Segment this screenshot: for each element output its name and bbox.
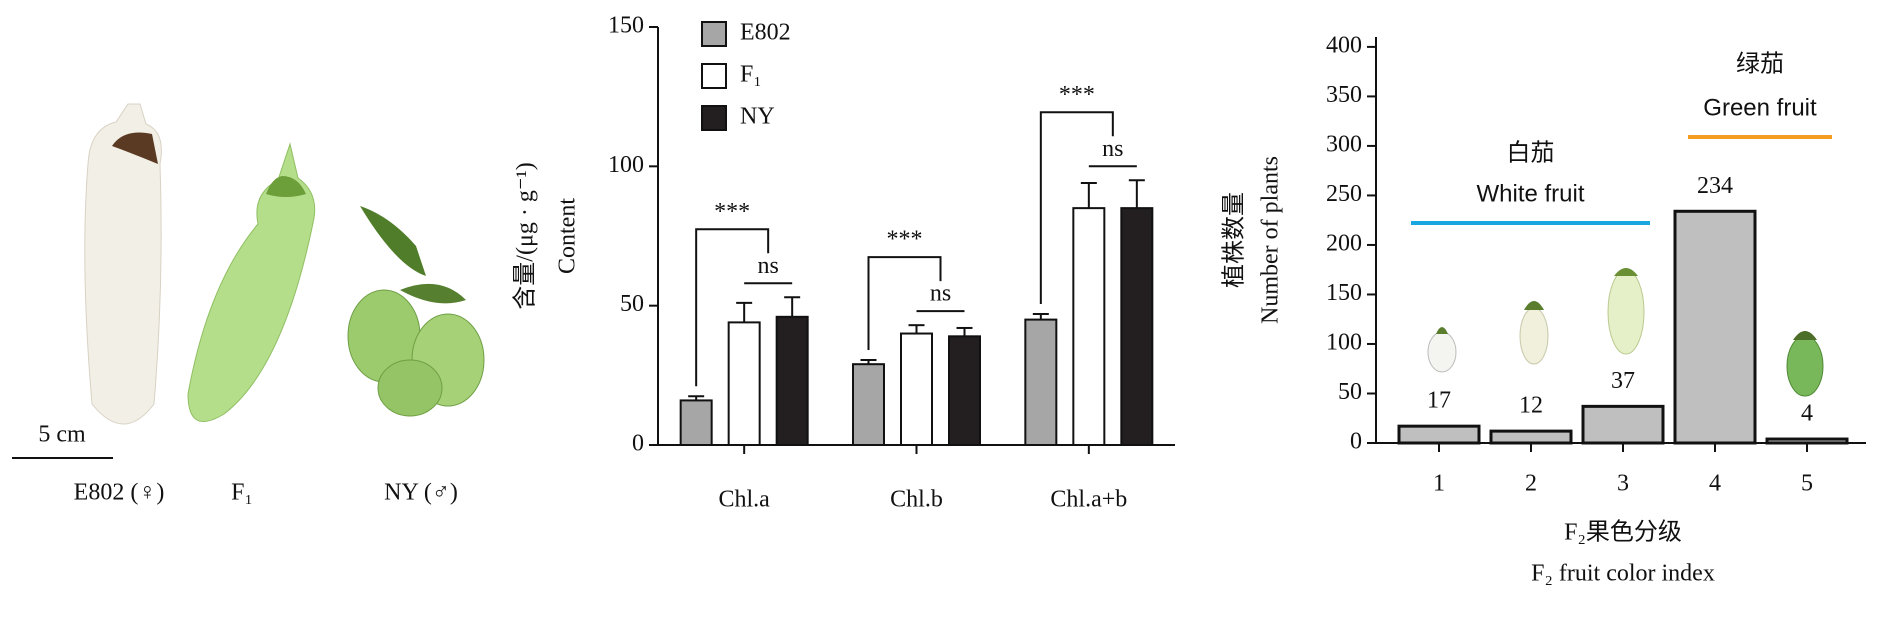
y-tick-label: 150 xyxy=(608,13,644,39)
x-tick-label: 4 xyxy=(1709,471,1721,497)
x-tick-label: 1 xyxy=(1433,471,1445,497)
value-label: 234 xyxy=(1697,173,1733,199)
y-axis-title: 含量/(μg · g⁻¹) xyxy=(512,162,539,309)
group-label: 白茄 xyxy=(1507,140,1555,167)
bar xyxy=(727,321,761,446)
significance-label: ns xyxy=(757,253,778,279)
bar xyxy=(1024,318,1058,447)
legend-swatch xyxy=(701,21,727,47)
bracket xyxy=(867,256,942,351)
value-label: 12 xyxy=(1519,393,1543,419)
bar xyxy=(852,363,885,447)
y-tick-label: 100 xyxy=(608,152,644,178)
x-tick-label: Chl.a+b xyxy=(1050,487,1127,513)
y-tick-label: 0 xyxy=(1350,429,1362,455)
bar xyxy=(775,315,809,446)
value-label: 4 xyxy=(1801,401,1813,427)
y-tick-label: 200 xyxy=(1326,230,1362,256)
y-axis-title: Number of plants xyxy=(1258,156,1284,324)
group-label: Green fruit xyxy=(1703,94,1817,121)
significance-label: *** xyxy=(1059,82,1095,108)
x-tick-label: Chl.b xyxy=(890,487,943,513)
x-tick-label: Chl.a xyxy=(719,487,771,513)
x-axis-title: F₂果色分级 xyxy=(1564,519,1682,546)
x-tick-label: 3 xyxy=(1617,471,1629,497)
bar xyxy=(1397,424,1481,445)
bar xyxy=(1673,209,1757,445)
legend-label: E802 xyxy=(740,20,791,46)
significance-label: ns xyxy=(1102,136,1123,162)
y-axis-title: 植株数量 xyxy=(1221,192,1248,288)
photo-label: NY (♂) xyxy=(384,480,458,506)
y-tick-label: 50 xyxy=(620,291,644,317)
legend-label: NY xyxy=(740,104,775,130)
scale-bar-label: 5 cm xyxy=(38,422,86,448)
y-tick-label: 0 xyxy=(632,431,644,457)
bar xyxy=(1072,207,1106,446)
value-label: 17 xyxy=(1427,388,1451,414)
photo-eggplants xyxy=(12,103,485,459)
bar xyxy=(900,332,933,446)
group-label: 绿茄 xyxy=(1736,51,1784,78)
bar xyxy=(948,335,981,447)
x-tick-label: 2 xyxy=(1525,471,1537,497)
y-axis-title: Content xyxy=(555,198,581,274)
y-tick-label: 350 xyxy=(1326,82,1362,108)
bar xyxy=(1765,437,1849,445)
value-label: 37 xyxy=(1611,368,1635,394)
y-tick-label: 100 xyxy=(1326,329,1362,355)
bar xyxy=(1489,429,1573,445)
y-tick-label: 400 xyxy=(1326,32,1362,58)
x-axis-title: F₂ fruit color index xyxy=(1531,561,1715,587)
legend-swatch xyxy=(701,63,727,89)
bracket xyxy=(1039,111,1114,305)
significance-label: *** xyxy=(887,227,923,253)
y-tick-label: 300 xyxy=(1326,131,1362,157)
y-tick-label: 250 xyxy=(1326,181,1362,207)
legend-swatch xyxy=(701,105,727,131)
y-tick-label: 50 xyxy=(1338,379,1362,405)
significance-label: *** xyxy=(714,199,750,225)
legend-label: F₁ xyxy=(740,62,762,88)
bar xyxy=(679,399,713,446)
bracket xyxy=(695,228,770,387)
y-tick-label: 150 xyxy=(1326,280,1362,306)
x-tick-label: 5 xyxy=(1801,471,1813,497)
significance-label: ns xyxy=(930,281,951,307)
group-label: White fruit xyxy=(1476,180,1584,207)
photo-label: F₁ xyxy=(231,480,253,506)
photo-label: E802 (♀) xyxy=(74,480,165,506)
bar xyxy=(1581,404,1665,445)
bar xyxy=(1120,207,1154,446)
